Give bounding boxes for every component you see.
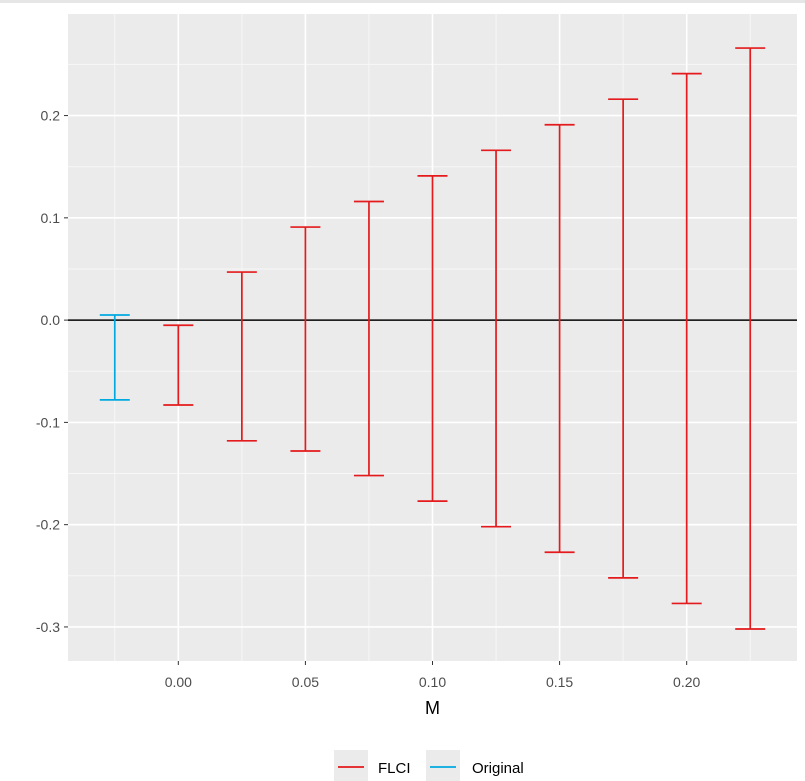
x-axis: 0.00 0.05 0.10 0.15 0.20 <box>165 661 701 690</box>
window-top-border <box>0 0 805 3</box>
legend-label: Original <box>472 760 524 777</box>
errorbar-flci <box>608 98 639 579</box>
errorbar-flci <box>163 324 194 406</box>
y-tick-label: 0.1 <box>41 210 61 226</box>
errorbar-flci <box>544 123 575 554</box>
y-tick-label: -0.1 <box>36 414 60 430</box>
legend-key <box>334 750 368 781</box>
x-tick-label: 0.00 <box>165 674 192 690</box>
errorbar-flci <box>290 226 321 452</box>
errorbar-flci <box>671 72 702 605</box>
x-tick-label: 0.20 <box>673 674 700 690</box>
y-tick-label: -0.2 <box>36 517 60 533</box>
y-tick-label: 0.2 <box>41 108 61 124</box>
legend-item-original: Original <box>426 750 524 781</box>
errorbar-flci <box>353 200 384 477</box>
x-tick-label: 0.15 <box>546 674 573 690</box>
legend-key <box>426 750 460 781</box>
legend: FLCI Original <box>334 750 524 781</box>
error-bars <box>99 47 766 630</box>
legend-item-flci: FLCI <box>334 750 411 781</box>
errorbar-flci <box>417 175 448 502</box>
y-axis: 0.2 0.1 0.0 -0.1 -0.2 -0.3 <box>36 108 68 635</box>
legend-label: FLCI <box>378 760 411 777</box>
y-tick-label: -0.3 <box>36 619 60 635</box>
errorbar-flci <box>226 271 257 442</box>
errorbar-flci <box>735 47 766 630</box>
x-tick-label: 0.05 <box>292 674 319 690</box>
x-axis-title: M <box>425 698 440 718</box>
errorbar-flci <box>481 149 512 528</box>
errorbar-original <box>99 314 130 401</box>
x-tick-label: 0.10 <box>419 674 446 690</box>
y-tick-label: 0.0 <box>41 312 61 328</box>
